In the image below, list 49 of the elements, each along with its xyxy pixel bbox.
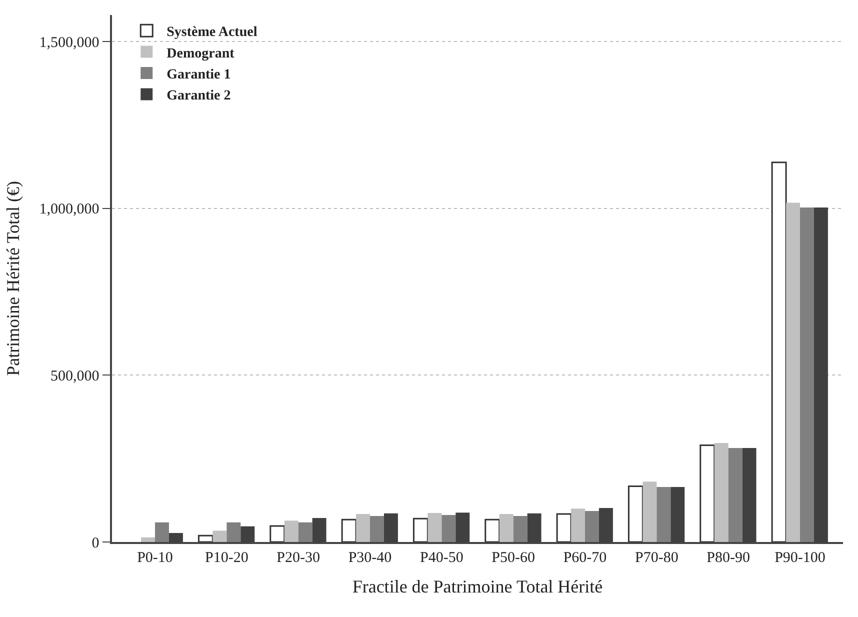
bar xyxy=(356,514,370,542)
legend-label: Demogrant xyxy=(166,46,235,62)
x-tick-label: P80-90 xyxy=(706,550,750,566)
legend-label: Garantie 1 xyxy=(166,67,231,82)
x-axis-title: Fractile de Patrimoine Total Hérité xyxy=(352,576,603,596)
bar xyxy=(714,442,728,542)
bar xyxy=(513,516,528,542)
bar xyxy=(771,162,787,542)
bar xyxy=(442,514,456,542)
bar xyxy=(341,518,357,542)
bar xyxy=(226,522,241,542)
bar xyxy=(656,486,671,542)
bar xyxy=(571,508,585,542)
bar xyxy=(484,518,500,542)
bar xyxy=(800,207,814,542)
bar xyxy=(428,512,442,542)
x-tick-label: P90-100 xyxy=(774,550,826,566)
y-tick-label: 1,500,000 xyxy=(39,34,100,51)
y-tick-label: 1,000,000 xyxy=(39,202,100,218)
bar xyxy=(728,448,742,542)
bar xyxy=(284,520,298,542)
y-tick-label: 0 xyxy=(92,535,100,552)
bar xyxy=(141,537,155,542)
bar xyxy=(412,518,428,542)
bar xyxy=(786,202,800,542)
bar xyxy=(499,514,514,542)
bar xyxy=(628,486,644,542)
bar xyxy=(155,522,169,542)
bar xyxy=(298,522,312,542)
bar xyxy=(642,482,657,542)
bar xyxy=(198,534,214,542)
legend-label: Système Actuel xyxy=(166,25,258,40)
x-tick-label: P20-30 xyxy=(276,550,320,566)
bar xyxy=(585,510,599,542)
y-axis-title: Patrimoine Hérité Total (€) xyxy=(2,181,23,376)
x-tick-label: P70-80 xyxy=(635,550,678,566)
x-tick-label: P30-40 xyxy=(348,550,392,566)
bar xyxy=(270,525,286,542)
y-tick-label: 500,000 xyxy=(50,368,100,384)
x-tick-label: P50-60 xyxy=(492,550,535,566)
x-tick-label: P10-20 xyxy=(205,550,248,566)
bar xyxy=(370,516,384,542)
bar xyxy=(212,530,227,542)
legend-label: Garantie 2 xyxy=(166,88,231,104)
x-tick-label: P0-10 xyxy=(137,550,173,566)
bar xyxy=(556,513,572,542)
bar xyxy=(700,444,716,542)
x-tick-label: P40-50 xyxy=(420,550,464,566)
x-tick-label: P60-70 xyxy=(563,550,607,566)
